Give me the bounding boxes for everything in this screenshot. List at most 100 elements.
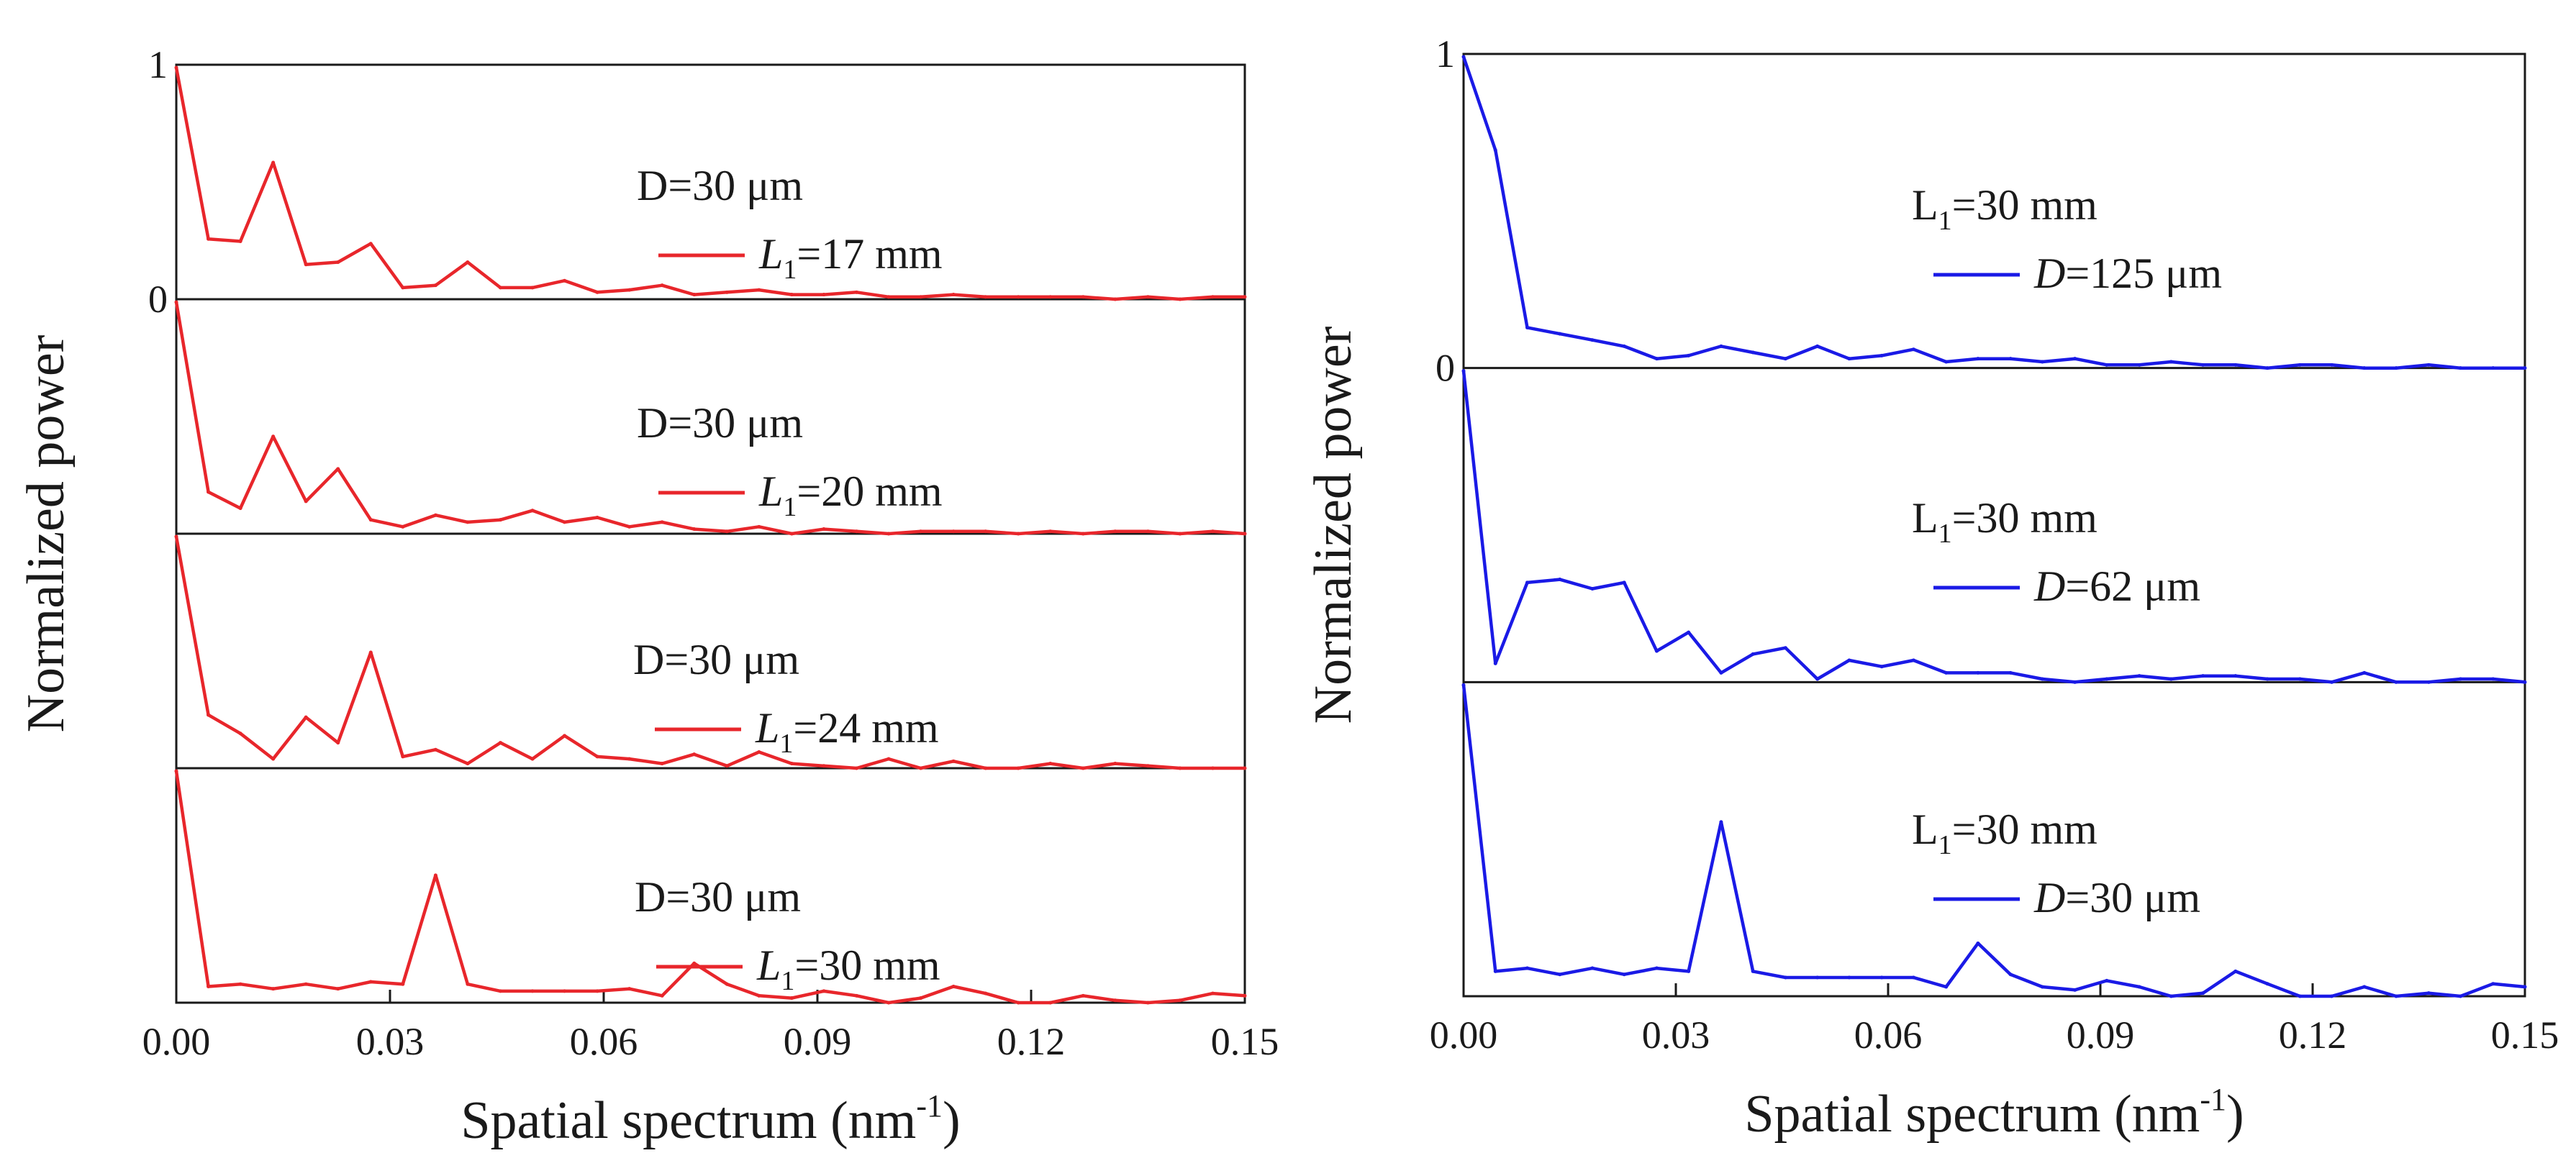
data-point [1016, 1001, 1020, 1005]
data-point [1461, 369, 1466, 373]
data-point [1243, 532, 1247, 536]
data-point [1847, 975, 1851, 980]
data-point [2008, 972, 2013, 977]
data-point [1751, 969, 1755, 973]
data-point [1113, 297, 1117, 301]
data-point [822, 764, 826, 768]
data-point [984, 766, 988, 770]
x-tick-label: 0.09 [2067, 1013, 2135, 1057]
data-point [1493, 661, 1497, 665]
data-point [2298, 994, 2302, 998]
data-point [789, 532, 794, 536]
data-point [336, 987, 340, 991]
data-point [2426, 680, 2431, 684]
legend-line2: D=62 μm [2033, 562, 2200, 610]
data-point [1976, 357, 1980, 361]
data-point [563, 520, 567, 524]
x-tick-label: 0.00 [142, 1020, 211, 1063]
data-point [207, 490, 211, 494]
legend-line2: D=125 μm [2033, 250, 2222, 297]
data-point [1146, 295, 1150, 299]
data-point [1210, 529, 1215, 534]
data-point [2523, 985, 2527, 989]
data-point [1016, 766, 1020, 770]
x-axis-title: Spatial spectrum (nm-1) [1744, 1082, 2244, 1144]
y-axis-title: Normalized power [17, 335, 76, 733]
data-point [2169, 677, 2173, 681]
data-point [919, 295, 923, 299]
x-tick-label: 0.03 [1642, 1013, 1710, 1057]
data-point [498, 286, 502, 290]
x-tick-label: 0.12 [2279, 1013, 2347, 1057]
data-point [271, 160, 276, 165]
data-point [1751, 350, 1755, 355]
data-point [2008, 357, 2013, 361]
data-point [951, 984, 956, 988]
data-point [725, 290, 729, 294]
data-point [2073, 680, 2077, 684]
data-point [1687, 630, 1691, 634]
data-point [2265, 982, 2269, 986]
data-point [304, 263, 308, 267]
data-point [530, 989, 535, 993]
data-point [1879, 353, 1884, 357]
data-point [1815, 344, 1820, 348]
data-point [1210, 766, 1215, 770]
panel-b: 0.00 0.03 0.06 0.09 0.12 0.15 1 0 Spatial spectr… [1304, 32, 2559, 1144]
data-point [2362, 366, 2367, 370]
data-point [401, 286, 405, 290]
data-point [238, 982, 242, 986]
data-point [725, 982, 729, 986]
data-point [1146, 764, 1150, 768]
data-point [822, 527, 826, 532]
data-point [2265, 677, 2269, 681]
data-point [2330, 994, 2334, 998]
data-point [1944, 360, 1949, 364]
data-point [692, 293, 697, 297]
data-point [919, 996, 923, 1001]
data-point [1719, 344, 1723, 348]
legend-line1: D=30 μm [637, 162, 803, 209]
data-point [886, 1001, 891, 1005]
legend-line1: L1=30 mm [1912, 806, 2097, 860]
data-point [174, 769, 178, 773]
data-point [563, 278, 567, 283]
data-point [1178, 766, 1182, 770]
data-point [1048, 529, 1053, 534]
data-point [1847, 357, 1851, 361]
data-point [757, 749, 761, 754]
data-point [433, 747, 437, 752]
data-point [789, 293, 794, 297]
data-point [725, 764, 729, 768]
series-3: D=30 μm L1=24 mm [174, 534, 1247, 770]
data-point [1461, 55, 1466, 59]
series-2: L1=30 mm D=62 μm [1461, 369, 2527, 684]
data-point [530, 509, 535, 513]
data-point [2008, 670, 2013, 675]
data-point [1622, 972, 1626, 977]
x-tick-label: 0.00 [1430, 1013, 1498, 1057]
data-point [304, 982, 308, 986]
data-point [1879, 975, 1884, 980]
data-point [498, 741, 502, 745]
data-point [692, 961, 697, 965]
data-point [1016, 532, 1020, 536]
data-point [2169, 360, 2173, 364]
data-point [1622, 344, 1626, 348]
data-point [2459, 366, 2463, 370]
data-point [401, 755, 405, 759]
data-point [1081, 766, 1085, 770]
x-tick-label: 0.12 [997, 1020, 1066, 1063]
data-point [1590, 338, 1595, 342]
x-tick-label: 0.09 [784, 1020, 852, 1063]
series-line [174, 770, 1246, 1005]
series-line [1461, 685, 2526, 998]
data-point [2491, 366, 2495, 370]
data-point [854, 290, 858, 294]
data-point [886, 532, 891, 536]
data-point [2362, 985, 2367, 989]
data-point [2105, 978, 2109, 983]
panel-a: 0.00 0.03 0.06 0.09 0.12 0.15 1 0 Spatial spectr… [17, 43, 1279, 1150]
y-tick-label: 1 [1436, 32, 1455, 76]
data-point [1815, 975, 1820, 980]
